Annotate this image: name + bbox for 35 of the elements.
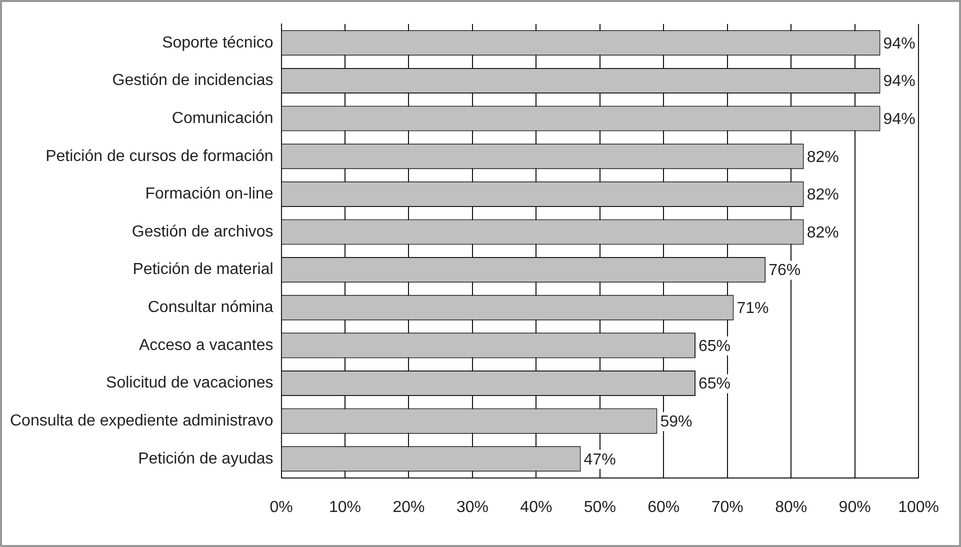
x-tick-label: 30% [456, 498, 488, 516]
y-tick-label: Petición de cursos de formación [46, 148, 274, 165]
x-tick-label: 50% [584, 498, 616, 516]
x-tick-label: 10% [328, 498, 362, 516]
y-tick-label: Acceso a vacantes [138, 336, 274, 354]
x-tick-label: 40% [520, 498, 552, 516]
data-label: 65% [698, 338, 731, 355]
x-tick-label: 90% [838, 498, 871, 516]
x-tick-label: 60% [648, 498, 680, 516]
data-label: 94% [883, 35, 916, 52]
data-label: 47% [584, 451, 616, 468]
y-tick-label: Gestión de archivos [132, 223, 274, 240]
y-tick-label: Comunicación [172, 110, 274, 127]
y-tick-label: Solicitud de vacaciones [106, 374, 274, 392]
data-label: 76% [768, 262, 801, 280]
data-label: 59% [660, 413, 692, 430]
x-tick-label: 100% [898, 498, 939, 516]
data-label: 82% [806, 224, 839, 242]
x-tick-label: 80% [775, 498, 808, 516]
y-tick-label: Gestión de incidencias [112, 72, 274, 90]
data-label: 82% [806, 148, 839, 166]
y-tick-label: Consultar nómina [148, 299, 274, 316]
y-tick-label: Formación on-line [145, 186, 274, 203]
y-tick-label: Soporte técnico [162, 34, 274, 52]
data-label: 94% [883, 110, 916, 128]
y-tick-label: Consulta de expediente administravo [10, 412, 274, 430]
x-tick-label: 0% [270, 498, 293, 516]
data-label: 82% [806, 186, 839, 204]
y-tick-label: Petición de ayudas [138, 450, 274, 468]
x-tick-label: 20% [392, 498, 425, 516]
data-label: 71% [736, 300, 769, 318]
y-tick-label: Petición de material [132, 261, 274, 278]
x-tick-label: 70% [711, 498, 744, 516]
data-label: 65% [698, 376, 731, 393]
data-label: 94% [883, 73, 916, 90]
